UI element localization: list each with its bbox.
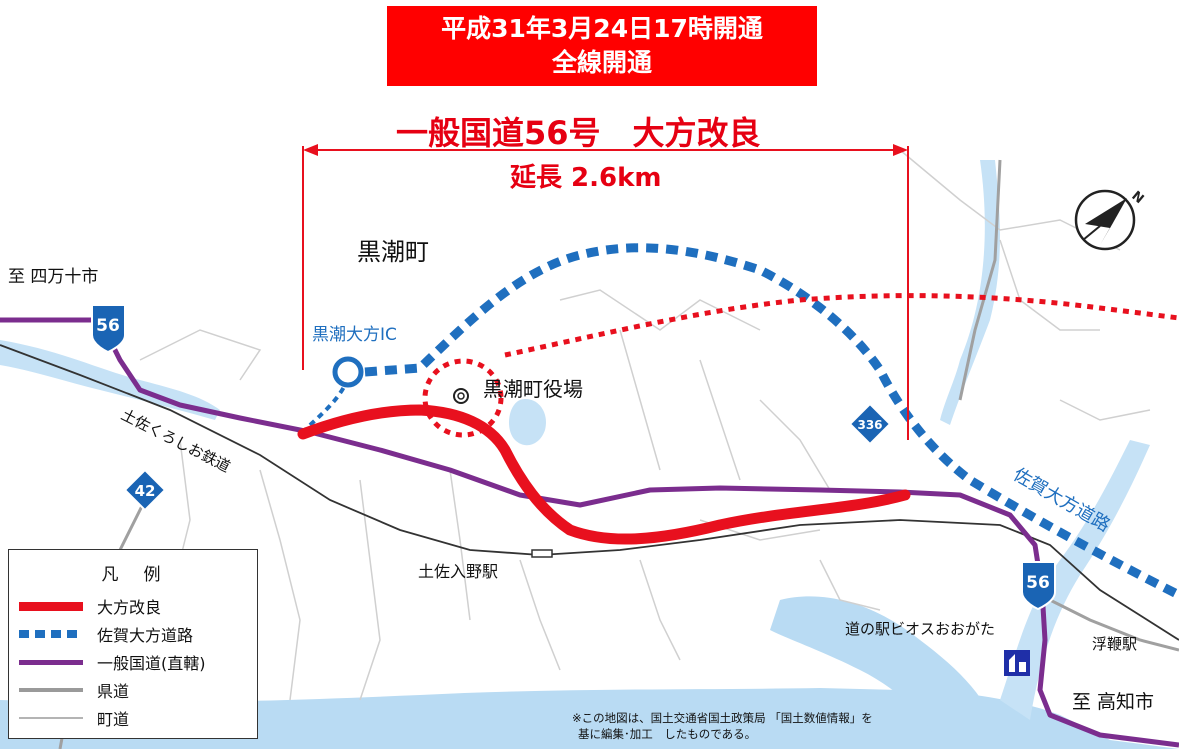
sea xyxy=(0,688,1179,749)
route-shield-336: 336 xyxy=(848,402,892,446)
ic-circle xyxy=(332,356,364,388)
station-ukibuchi-label: 浮鞭駅 xyxy=(1092,635,1138,653)
legend-label: 一般国道(直轄) xyxy=(97,654,206,673)
legend-label: 町道 xyxy=(97,710,130,729)
legend-item-expressway: 佐賀大方道路 xyxy=(9,622,257,646)
legend-swatch-purple xyxy=(19,660,83,665)
river-bay xyxy=(770,596,1000,749)
water-areas xyxy=(0,160,1179,749)
town-label: 黒潮町 xyxy=(357,238,429,266)
svg-text:336: 336 xyxy=(857,418,882,432)
legend-item-national-road: 一般国道(直轄) xyxy=(9,650,257,674)
ic-ramp xyxy=(303,377,350,432)
opening-status: 全線開通 xyxy=(551,48,652,77)
legend-item-prefectural-road: 県道 xyxy=(9,678,257,702)
map-legend: 凡 例 大方改良 佐賀大方道路 一般国道(直轄) 県道 町道 xyxy=(8,549,258,739)
town-office-label: 黒潮町役場 xyxy=(483,377,583,401)
svg-text:56: 56 xyxy=(1026,573,1050,593)
project-title: 一般国道56号 大方改良 xyxy=(396,114,761,152)
town-office-highlight xyxy=(422,358,504,438)
legend-label: 大方改良 xyxy=(97,598,162,617)
legend-swatch-light-gray xyxy=(19,717,83,719)
project-length: 延長 2.6km xyxy=(510,163,662,193)
route-shield-42: 42 xyxy=(123,468,167,512)
planned-route-dotted xyxy=(504,293,1179,358)
station-tosairino-label: 土佐入野駅 xyxy=(418,562,499,581)
creek-north xyxy=(940,160,1000,425)
route-shield-56-west: 56 xyxy=(91,304,126,354)
legend-item-town-road: 町道 xyxy=(9,706,257,730)
legend-item-improvement: 大方改良 xyxy=(9,594,257,618)
legend-swatch-red xyxy=(19,602,83,611)
svg-text:56: 56 xyxy=(96,316,120,336)
legend-label: 県道 xyxy=(97,682,130,701)
legend-swatch-blue-dashed xyxy=(19,630,83,638)
expressway-saga-ogata xyxy=(364,243,1179,600)
legend-label: 佐賀大方道路 xyxy=(97,626,194,645)
roadside-station-label: 道の駅ビオスおおがた xyxy=(845,620,996,638)
source-note-line2: 基に編集･加工 したものである。 xyxy=(578,727,757,741)
town-office-icon xyxy=(453,388,469,404)
national-road-56 xyxy=(0,317,1179,748)
river-east xyxy=(1000,440,1150,720)
pond xyxy=(508,399,546,446)
source-note: ※この地図は、国土交通省国土政策局 「国土数値情報」を 基に編集･加工 したもの… xyxy=(572,710,873,742)
north-arrow-icon: N xyxy=(1074,189,1146,251)
ohgata-improvement-route xyxy=(297,404,911,545)
route-shield-56-east: 56 xyxy=(1021,561,1056,611)
svg-text:42: 42 xyxy=(135,482,156,500)
length-dimension xyxy=(302,144,909,440)
opening-banner: 平成31年3月24日17時開通 全線開通 xyxy=(387,6,817,86)
opening-date: 平成31年3月24日17時開通 xyxy=(441,14,763,43)
svg-text:N: N xyxy=(1128,189,1146,207)
station-marker-tosairino xyxy=(531,549,553,558)
source-note-line1: ※この地図は、国土交通省国土政策局 「国土数値情報」を xyxy=(572,711,873,725)
legend-title: 凡 例 xyxy=(101,565,165,585)
to-kochi-label: 至 高知市 xyxy=(1072,691,1155,713)
legend-swatch-gray xyxy=(19,688,83,692)
to-shimanto-label: 至 四万十市 xyxy=(8,267,99,287)
interchange-label: 黒潮大方IC xyxy=(312,325,397,345)
expressway-label: 佐賀大方道路 xyxy=(1010,464,1114,536)
roadside-station-icon xyxy=(1004,650,1030,676)
